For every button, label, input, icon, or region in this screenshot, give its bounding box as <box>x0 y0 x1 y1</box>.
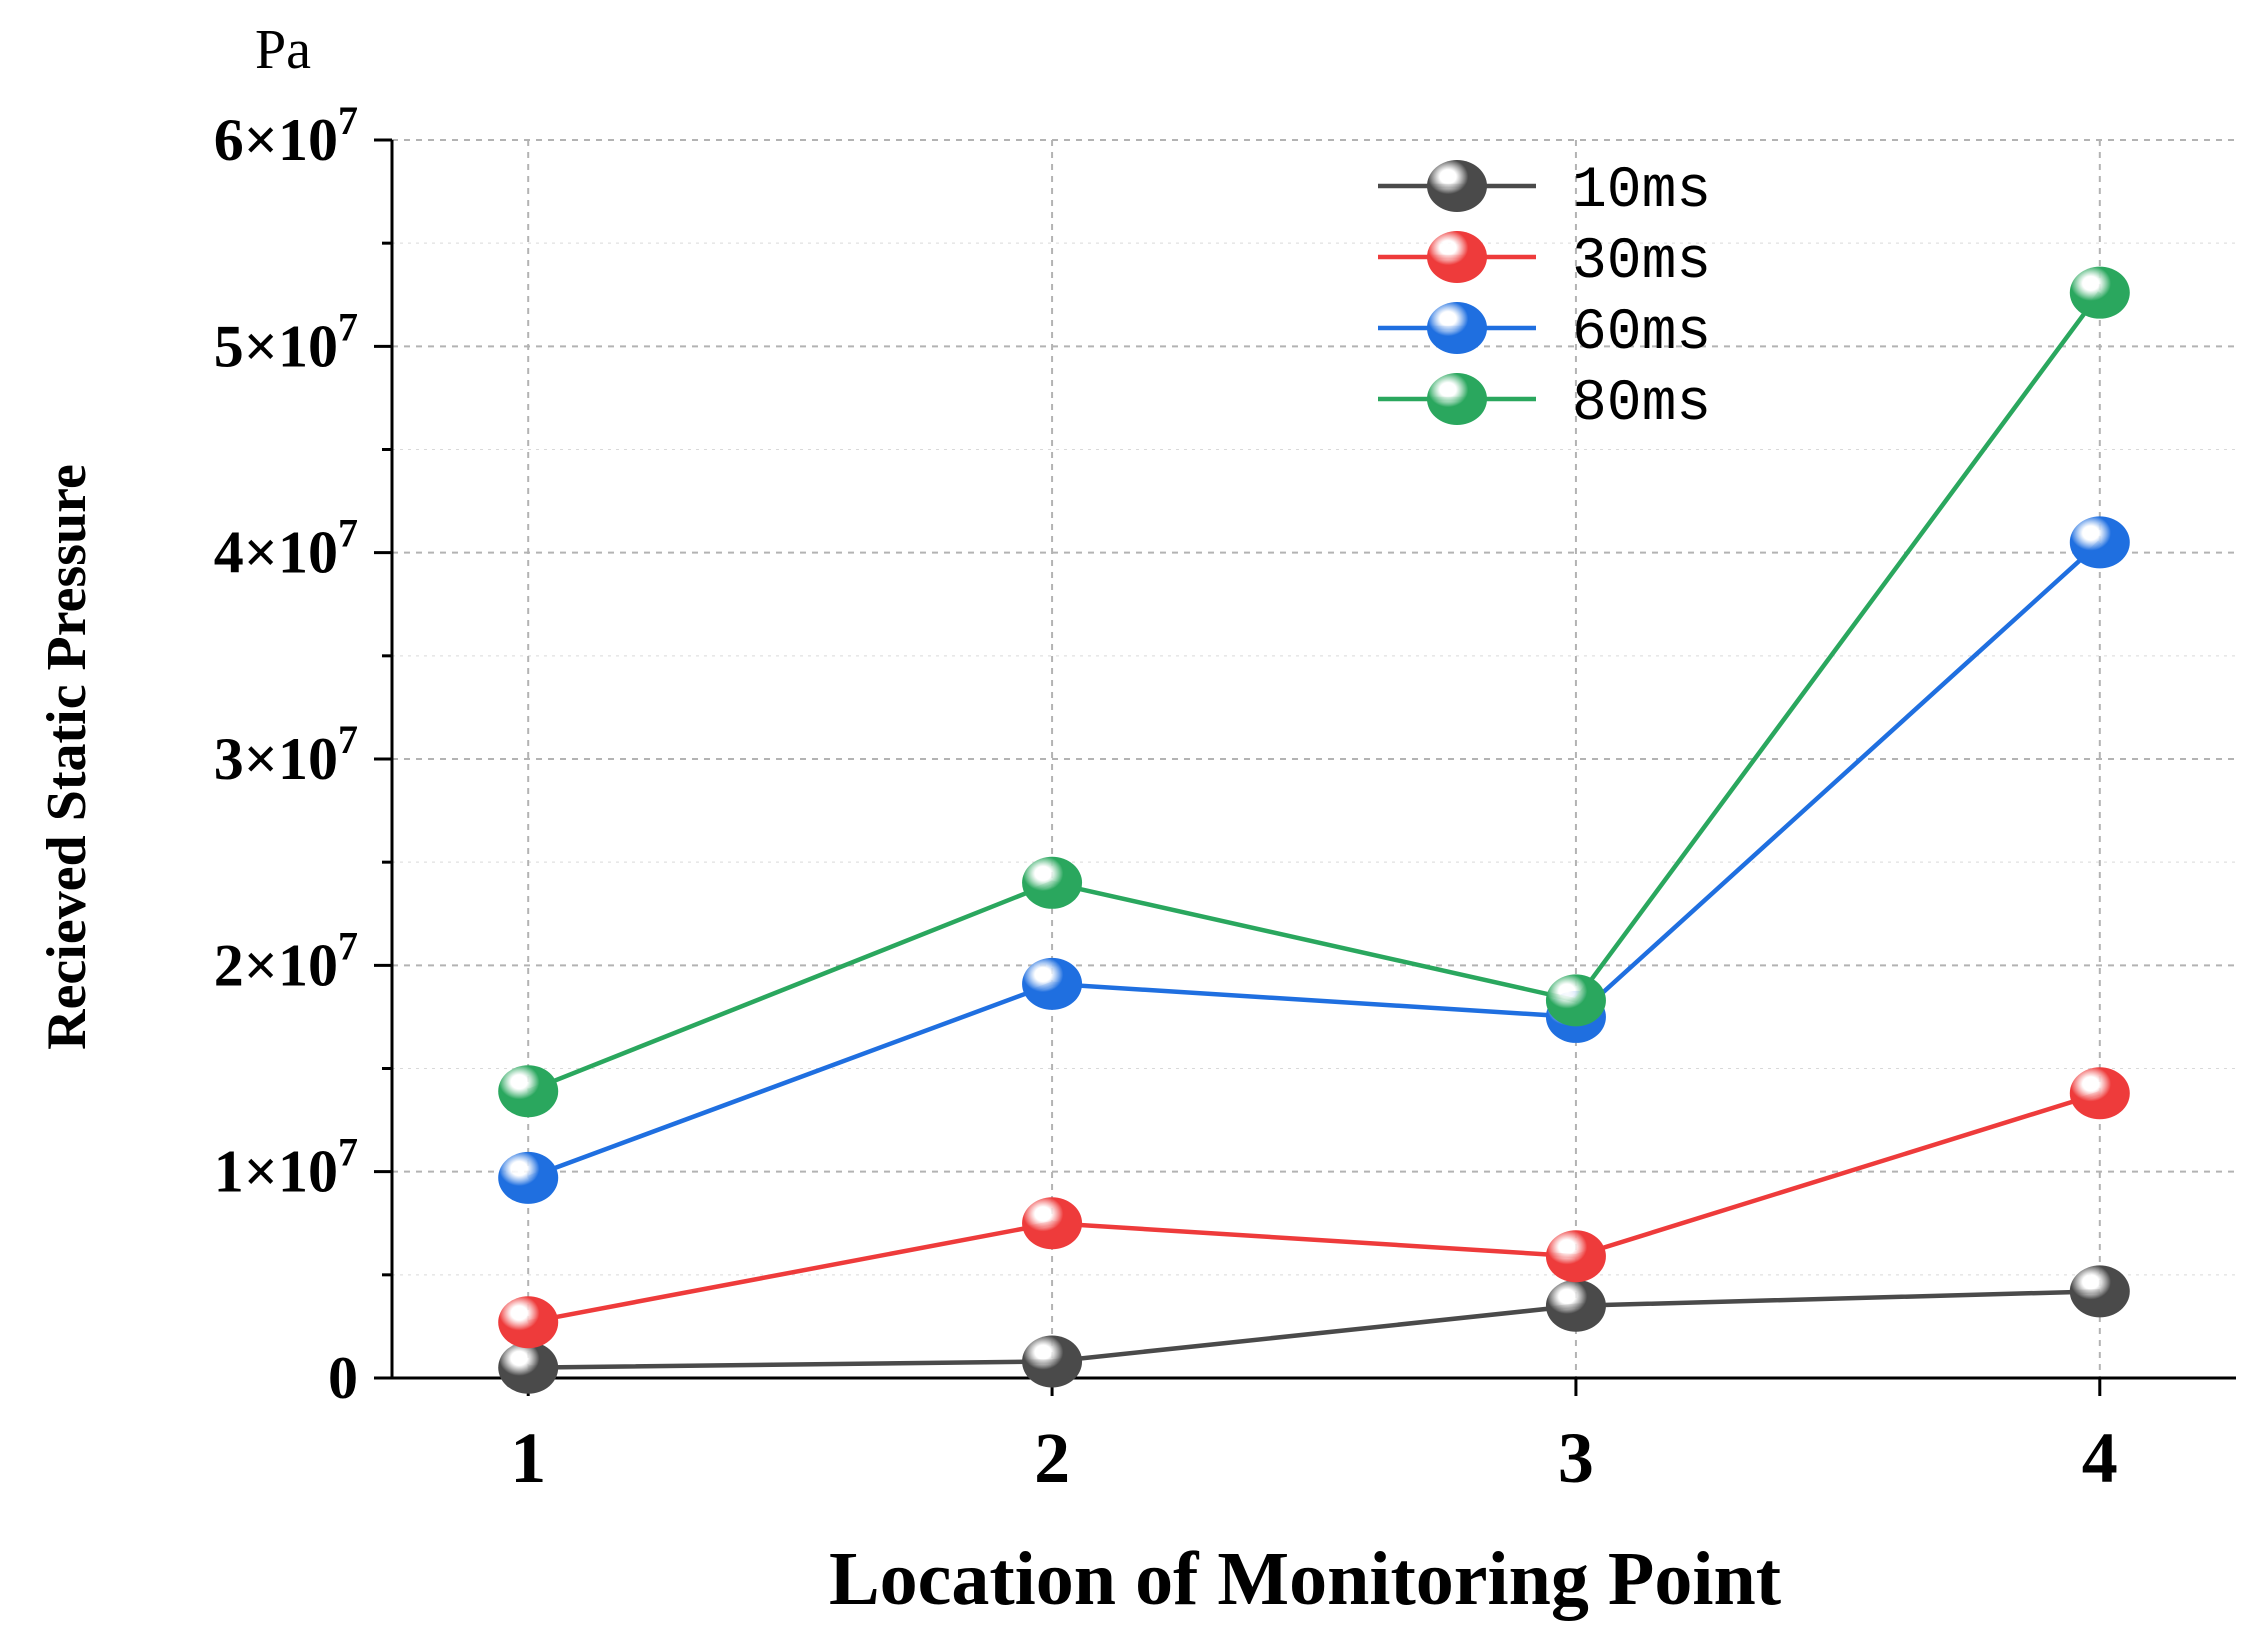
data-point <box>498 1341 559 1394</box>
legend-label: 30ms <box>1572 230 1711 295</box>
data-point <box>1545 1279 1606 1332</box>
legend-label: 10ms <box>1572 159 1711 224</box>
series-line <box>527 1091 2101 1325</box>
x-tick-label: 4 <box>2082 1418 2118 1498</box>
series-10ms <box>498 1265 2130 1394</box>
data-point <box>2069 1265 2130 1318</box>
legend-marker <box>1427 160 1487 212</box>
x-tick-label: 3 <box>1558 1418 1594 1498</box>
data-point <box>2069 516 2130 569</box>
y-axis-title: Recieved Static Pressure <box>36 464 98 1050</box>
x-tick-label: 1 <box>510 1418 546 1498</box>
y-tick-label: 5×107 <box>214 304 358 379</box>
ticks: 0 1×107 2×107 3×107 4×107 5×107 6×107 1 2 3 4 <box>214 98 2118 1498</box>
x-axis-title: Location of Monitoring Point <box>829 1537 1781 1621</box>
y-tick-label: 2×107 <box>214 923 358 998</box>
series-line <box>527 540 2102 1180</box>
series-30ms <box>498 1067 2130 1349</box>
legend-item: 10ms <box>1378 159 1711 224</box>
data-point <box>1022 957 1083 1010</box>
y-tick-label: 4×107 <box>214 511 358 586</box>
y-tick-label: 0 <box>328 1345 358 1411</box>
data-point <box>1022 856 1083 909</box>
data-point <box>2069 266 2130 319</box>
data-point <box>498 1151 559 1204</box>
legend-item: 30ms <box>1378 230 1711 295</box>
legend-label: 80ms <box>1572 372 1711 437</box>
legend-marker <box>1427 231 1487 283</box>
legend-item: 80ms <box>1378 372 1711 437</box>
series-80ms <box>498 266 2130 1118</box>
y-tick-label: 6×107 <box>214 98 358 173</box>
data-point <box>1022 1197 1083 1250</box>
data-point <box>2069 1067 2130 1120</box>
y-tick-label: 3×107 <box>214 717 358 792</box>
legend-marker <box>1427 373 1487 425</box>
legend-label: 60ms <box>1572 301 1711 366</box>
data-point <box>498 1296 559 1349</box>
y-tick-label: 1×107 <box>214 1130 358 1205</box>
data-point <box>1022 1335 1083 1388</box>
series-line <box>527 291 2102 1094</box>
legend-marker <box>1427 302 1487 354</box>
series <box>498 266 2130 1394</box>
series-line <box>528 1289 2100 1370</box>
legend-item: 60ms <box>1378 301 1711 366</box>
data-point <box>1545 974 1606 1027</box>
data-point <box>1545 1230 1606 1283</box>
y-unit-label: Pa <box>255 19 311 81</box>
x-tick-label: 2 <box>1034 1418 1070 1498</box>
grid <box>392 139 2236 1378</box>
data-point <box>498 1065 559 1118</box>
series-60ms <box>498 516 2130 1204</box>
